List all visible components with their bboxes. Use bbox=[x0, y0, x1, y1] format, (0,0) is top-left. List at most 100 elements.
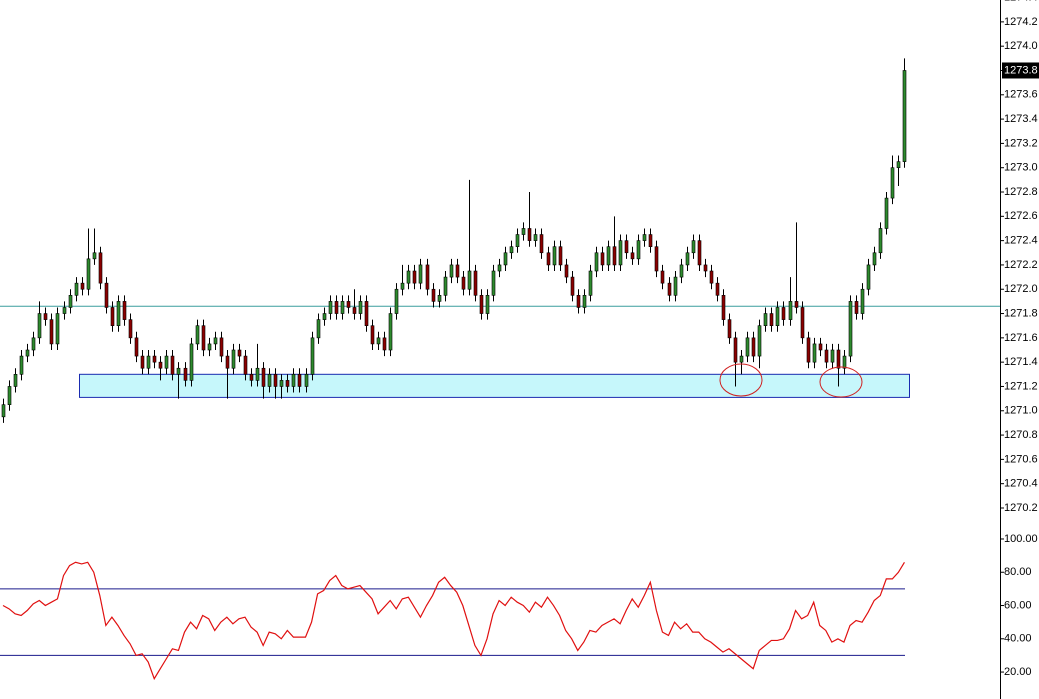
candle-body bbox=[606, 246, 611, 266]
candle-body bbox=[612, 246, 617, 266]
y-tick-label: 1273.0 bbox=[1004, 162, 1038, 174]
candle-body bbox=[902, 70, 907, 162]
candle-body bbox=[80, 282, 85, 290]
candle-body bbox=[1, 404, 6, 418]
candle-body bbox=[304, 374, 309, 387]
candle-body bbox=[49, 319, 54, 345]
candle-body bbox=[237, 349, 242, 357]
candle-body bbox=[146, 355, 151, 369]
candle-body bbox=[183, 367, 188, 381]
y-tick-label: 1272.0 bbox=[1004, 283, 1038, 295]
y-tick-label: 20.00 bbox=[1004, 666, 1032, 678]
candle-body bbox=[539, 234, 544, 254]
candle-body bbox=[74, 282, 79, 296]
candle-body bbox=[679, 264, 684, 278]
candle-body bbox=[558, 246, 563, 266]
candle-body bbox=[788, 301, 793, 320]
candle-body bbox=[13, 374, 18, 387]
candle-body bbox=[455, 264, 460, 278]
candle-body bbox=[521, 228, 526, 235]
candle-body bbox=[503, 252, 508, 266]
y-tick-label: 40.00 bbox=[1004, 633, 1032, 645]
candle-body bbox=[425, 264, 430, 290]
candle-body bbox=[794, 301, 799, 308]
candle-body bbox=[104, 282, 109, 308]
candle-body bbox=[848, 301, 853, 357]
candle-body bbox=[739, 355, 744, 363]
candle-body bbox=[582, 295, 587, 308]
candle-body bbox=[279, 380, 284, 387]
candle-body bbox=[618, 240, 623, 266]
candle-body bbox=[860, 288, 865, 314]
candle-body bbox=[140, 355, 145, 369]
candle-body bbox=[721, 295, 726, 320]
candle-body bbox=[854, 301, 859, 314]
candle-body bbox=[31, 337, 36, 351]
candle-body bbox=[751, 337, 756, 357]
candle-body bbox=[37, 313, 42, 339]
candle-body bbox=[588, 270, 593, 296]
y-tick-label: 1270.4 bbox=[1004, 478, 1038, 490]
candle-body bbox=[170, 355, 175, 375]
candle-body bbox=[7, 386, 12, 405]
candle-body bbox=[364, 301, 369, 326]
candle-body bbox=[691, 240, 696, 254]
y-tick-label: 1273.4 bbox=[1004, 113, 1038, 125]
candle-body bbox=[667, 282, 672, 296]
candle-body bbox=[92, 252, 97, 260]
candle-body bbox=[310, 337, 315, 375]
candle-body bbox=[195, 325, 200, 345]
y-tick-label: 1271.6 bbox=[1004, 332, 1038, 344]
candle-body bbox=[509, 246, 514, 254]
candle-body bbox=[570, 276, 575, 296]
y-tick-label: 1273.2 bbox=[1004, 137, 1038, 149]
y-tick-label: 1271.2 bbox=[1004, 380, 1038, 392]
candle-body bbox=[812, 343, 817, 363]
candle-body bbox=[685, 252, 690, 266]
candle-body bbox=[322, 313, 327, 320]
rsi-line bbox=[2, 561, 905, 681]
candle-body bbox=[576, 295, 581, 308]
candle-body bbox=[709, 270, 714, 284]
candle-body bbox=[285, 380, 290, 387]
candle-body bbox=[727, 319, 732, 339]
candle-body bbox=[467, 270, 472, 290]
candle-body bbox=[25, 349, 30, 357]
candle-body bbox=[158, 361, 163, 369]
candle-body bbox=[763, 313, 768, 326]
candle-body bbox=[775, 307, 780, 326]
candle-body bbox=[110, 307, 115, 326]
candle-body bbox=[824, 349, 829, 363]
candle-body bbox=[884, 197, 889, 229]
y-tick-label: 1270.2 bbox=[1004, 502, 1038, 514]
candle-body bbox=[213, 337, 218, 345]
candle-body bbox=[600, 252, 605, 266]
candle-body bbox=[866, 264, 871, 290]
candle-body bbox=[673, 276, 678, 296]
candle-body bbox=[400, 282, 405, 290]
candle-body bbox=[733, 337, 738, 363]
candle-body bbox=[273, 374, 278, 387]
y-tick-label: 1274.0 bbox=[1004, 40, 1038, 52]
candle-body bbox=[485, 295, 490, 314]
y-tick-label: 1272.2 bbox=[1004, 259, 1038, 271]
candle-body bbox=[388, 313, 393, 351]
candle-body bbox=[437, 295, 442, 302]
candle-body bbox=[122, 301, 127, 320]
candle-body bbox=[394, 288, 399, 314]
y-tick-label: 1272.8 bbox=[1004, 186, 1038, 198]
last-price-label: 1273.8 bbox=[1004, 64, 1038, 76]
candle-body bbox=[443, 276, 448, 296]
y-tick-label: 1274.4 bbox=[1004, 0, 1038, 3]
candle-body bbox=[207, 343, 212, 351]
candle-body bbox=[358, 301, 363, 314]
candle-body bbox=[352, 307, 357, 314]
annotation-circle bbox=[819, 366, 863, 398]
candle-body bbox=[328, 301, 333, 314]
candle-body bbox=[346, 301, 351, 308]
candle-body bbox=[872, 252, 877, 266]
candle-body bbox=[134, 337, 139, 357]
candle-body bbox=[334, 301, 339, 314]
candle-body bbox=[219, 337, 224, 357]
y-tick-label: 1272.6 bbox=[1004, 210, 1038, 222]
